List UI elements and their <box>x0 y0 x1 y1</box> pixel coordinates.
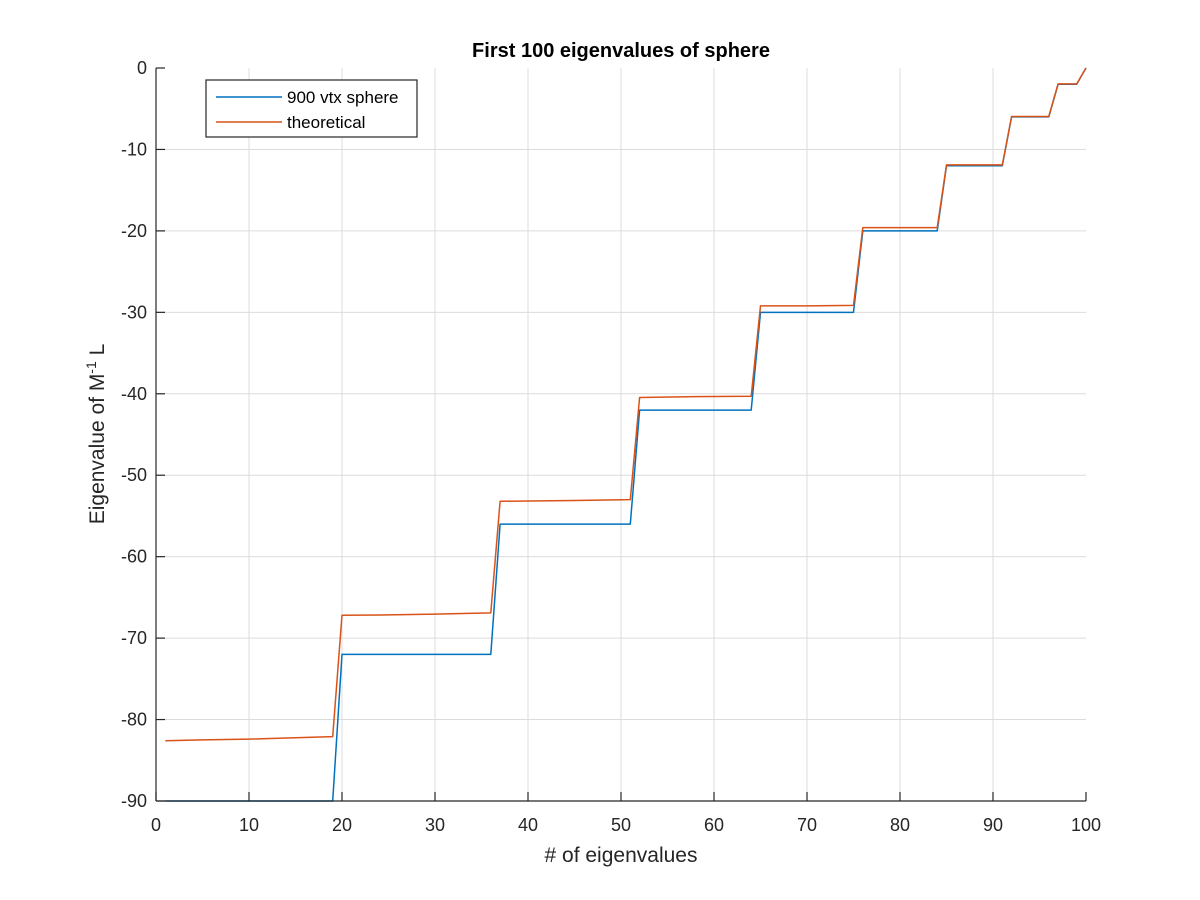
legend-label-900-vtx-sphere: 900 vtx sphere <box>287 88 399 107</box>
chart-title: First 100 eigenvalues of sphere <box>472 40 770 62</box>
grid-lines <box>156 68 1086 801</box>
y-axis-label-prefix: Eigenvalue of M <box>86 374 109 525</box>
y-tick-label: -10 <box>121 139 147 159</box>
y-tick-label: -90 <box>121 791 147 811</box>
y-tick-label: -70 <box>121 628 147 648</box>
x-tick-label: 90 <box>983 815 1003 835</box>
y-tick-label: -60 <box>121 547 147 567</box>
x-tick-label: 50 <box>611 815 631 835</box>
x-axis-ticks: 0 10 20 30 40 50 60 70 80 90 100 <box>151 792 1101 835</box>
x-tick-label: 40 <box>518 815 538 835</box>
y-tick-label: -20 <box>121 221 147 241</box>
x-tick-label: 0 <box>151 815 161 835</box>
y-axis-label-suffix: L <box>86 344 109 362</box>
x-tick-label: 70 <box>797 815 817 835</box>
y-tick-label: -50 <box>121 465 147 485</box>
x-tick-label: 100 <box>1071 815 1101 835</box>
y-axis-label: Eigenvalue of M-1 L <box>83 344 109 525</box>
x-tick-label: 80 <box>890 815 910 835</box>
series-line-theoretical <box>165 67 1087 742</box>
x-axis-label: # of eigenvalues <box>545 844 698 867</box>
x-tick-label: 10 <box>239 815 259 835</box>
legend-box <box>205 79 418 138</box>
legend-label-theoretical: theoretical <box>287 113 365 132</box>
y-tick-label: -30 <box>121 302 147 322</box>
y-tick-label: 0 <box>137 58 147 78</box>
x-tick-label: 20 <box>332 815 352 835</box>
y-axis-ticks: 0 -10 -20 -30 -40 -50 -60 -70 -80 -90 <box>121 58 165 811</box>
y-tick-label: -40 <box>121 384 147 404</box>
x-tick-label: 30 <box>425 815 445 835</box>
legend: 900 vtx sphere theoretical <box>205 79 418 138</box>
series-layer <box>165 67 1087 802</box>
x-tick-label: 60 <box>704 815 724 835</box>
y-axis-label-superscript: -1 <box>83 361 99 374</box>
y-tick-label: -80 <box>121 710 147 730</box>
